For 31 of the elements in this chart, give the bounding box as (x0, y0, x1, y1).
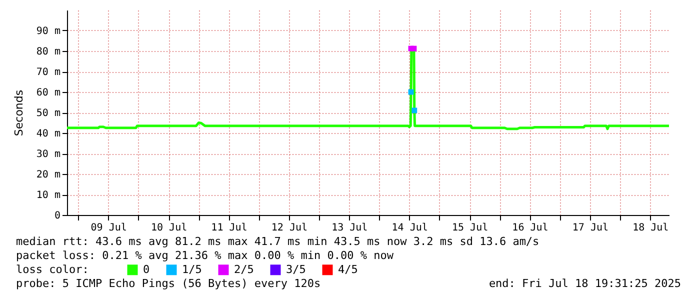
x-tick-label: 16 Jul (512, 222, 548, 234)
text: end: Fri Jul 18 19:31:25 2025 (488, 277, 681, 290)
y-tick-label: 90 m (36, 26, 60, 37)
y-tick-label: 50 m (36, 108, 60, 119)
legend-label: 1/5 (182, 262, 202, 276)
text: probe: 5 ICMP Echo Pings (56 Bytes) every 120s (16, 277, 321, 290)
y-tick-label: 80 m (36, 46, 60, 58)
y-tick-label: 40 m (36, 128, 60, 140)
y-tick-label: 70 m (36, 67, 60, 78)
text: packet loss: 0.21 % avg 21.36 % max 0.00 % min 0.00 % now (16, 249, 394, 262)
text: loss color: (16, 263, 89, 276)
legend-label: 4/5 (338, 262, 358, 276)
x-tick-label: 15 Jul (452, 222, 488, 234)
x-tick-label: 11 Jul (211, 222, 248, 234)
text: median rtt: 43.6 ms avg 81.2 ms max 41.7 ms min 43.5 ms now 3.2 ms sd 13.6 am/s (16, 235, 540, 248)
legend-label: 0 (143, 262, 150, 276)
x-tick-label: 18 Jul (632, 222, 669, 234)
x-tick-label: 13 Jul (332, 222, 368, 234)
x-tick-label: 12 Jul (271, 222, 308, 234)
x-tick-label: 10 Jul (150, 222, 188, 234)
y-tick-label: 10 m (36, 190, 60, 201)
y-axis-title: Seconds (12, 90, 26, 136)
y-tick-label: 30 m (36, 149, 60, 160)
legend-label: 2/5 (234, 262, 254, 276)
legend-label: 3/5 (286, 262, 306, 276)
x-tick-label: 14 Jul (392, 222, 428, 234)
y-tick-label: 60 m (36, 88, 60, 98)
x-tick-label: 09 Jul (90, 222, 127, 234)
y-tick-label: 20 m (36, 170, 60, 180)
y-tick-label: 0 (54, 210, 60, 222)
x-tick-label: 17 Jul (572, 222, 609, 234)
